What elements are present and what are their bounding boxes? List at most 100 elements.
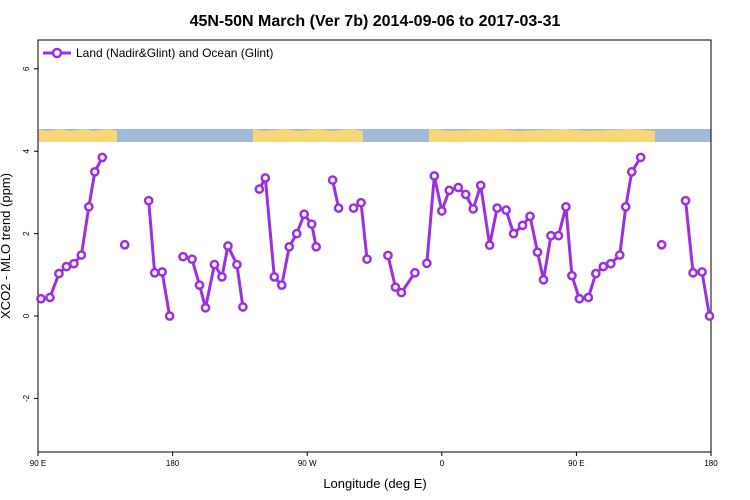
- landmass-eurasia: [429, 129, 655, 142]
- data-point: [54, 268, 64, 279]
- data-point: [149, 267, 160, 278]
- data-point: [704, 311, 715, 321]
- data-point: [83, 202, 94, 212]
- data-point: [232, 259, 242, 270]
- legend: Land (Nadir&Glint) and Ocean (Glint): [43, 46, 273, 60]
- data-point: [390, 282, 401, 293]
- data-point: [697, 267, 707, 277]
- data-point: [383, 250, 393, 261]
- x-tick-label: 90 W: [298, 459, 317, 468]
- data-point: [209, 259, 220, 270]
- data-point: [97, 152, 108, 163]
- plot-frame: [37, 39, 712, 453]
- data-point: [36, 293, 46, 304]
- data-point: [306, 219, 317, 230]
- data-point: [475, 180, 486, 191]
- data-point: [508, 228, 519, 239]
- x-tick-label: 90 E: [30, 459, 46, 468]
- data-point: [574, 293, 585, 304]
- x-tick-label: 90 E: [568, 459, 584, 468]
- data-point: [546, 230, 556, 241]
- data-point: [396, 287, 407, 298]
- series-layer: [36, 152, 715, 321]
- data-point: [410, 267, 420, 278]
- y-tick-label: 0: [22, 313, 31, 318]
- series-line: [425, 156, 642, 301]
- x-axis: 90 E 180 90 W 0 90 E 180: [30, 452, 718, 468]
- data-point: [468, 204, 479, 214]
- x-tick-label: 0: [440, 459, 445, 468]
- data-point: [680, 195, 691, 206]
- data-point: [356, 197, 366, 208]
- landmass-asia-west: [38, 129, 117, 142]
- data-point: [76, 250, 87, 260]
- legend-label: Land (Nadir&Glint) and Ocean (Glint): [76, 46, 273, 60]
- data-point: [567, 270, 577, 281]
- data-point: [284, 241, 295, 252]
- series-line: [147, 200, 172, 317]
- data-point: [453, 182, 464, 193]
- data-point: [598, 261, 609, 272]
- chart-title: 45N-50N March (Ver 7b) 2014-09-06 to 201…: [190, 13, 561, 30]
- data-point: [276, 280, 287, 290]
- data-point: [61, 261, 72, 272]
- data-point: [492, 203, 502, 213]
- data-point: [119, 239, 130, 250]
- y-tick-label: 4: [22, 148, 31, 153]
- data-point: [187, 254, 197, 265]
- data-point: [260, 173, 271, 183]
- data-point: [605, 258, 616, 269]
- data-point: [688, 267, 698, 278]
- data-point: [143, 195, 154, 206]
- data-point: [217, 272, 227, 282]
- data-point: [223, 241, 233, 251]
- data-point: [484, 240, 495, 251]
- data-point: [311, 241, 322, 252]
- data-point: [656, 239, 667, 250]
- data-point: [517, 220, 528, 231]
- series-line: [40, 156, 104, 301]
- x-axis-label: Longitude (deg E): [323, 476, 426, 491]
- data-point: [460, 189, 471, 200]
- data-point: [164, 311, 175, 321]
- data-point: [444, 185, 455, 196]
- series-line: [684, 200, 711, 317]
- data-point: [348, 203, 359, 213]
- y-tick-label: 6: [22, 66, 31, 71]
- data-point: [362, 254, 372, 265]
- data-point: [327, 175, 338, 185]
- data-point: [269, 272, 280, 282]
- data-point: [583, 292, 594, 303]
- x-tick-label: 180: [704, 459, 718, 468]
- data-point: [635, 152, 646, 163]
- data-point: [590, 268, 601, 279]
- data-point: [157, 267, 167, 277]
- series-line: [258, 176, 318, 287]
- data-point: [45, 292, 55, 303]
- data-point: [194, 280, 205, 290]
- data-point: [436, 206, 447, 216]
- data-point: [178, 251, 188, 262]
- landmass-north-america: [253, 129, 363, 142]
- data-point: [614, 250, 625, 260]
- data-point: [69, 258, 79, 269]
- data-point: [620, 202, 631, 212]
- world-map-strip: [38, 129, 711, 142]
- data-point: [538, 274, 549, 285]
- y-axis: -2 0 2 4 6: [22, 66, 38, 402]
- y-tick-label: -2: [22, 394, 31, 402]
- data-point: [291, 228, 302, 239]
- data-point: [238, 302, 248, 312]
- data-point: [532, 247, 543, 258]
- data-point: [200, 302, 211, 313]
- data-point: [561, 202, 571, 212]
- data-point: [254, 184, 265, 194]
- data-point: [421, 258, 432, 269]
- data-point: [89, 166, 100, 177]
- data-point: [299, 209, 310, 220]
- legend-marker: [51, 47, 63, 59]
- y-tick-label: 2: [22, 231, 31, 236]
- y-axis-label: XCO2 - MLO trend (ppm): [0, 173, 13, 319]
- x-tick-label: 180: [166, 459, 180, 468]
